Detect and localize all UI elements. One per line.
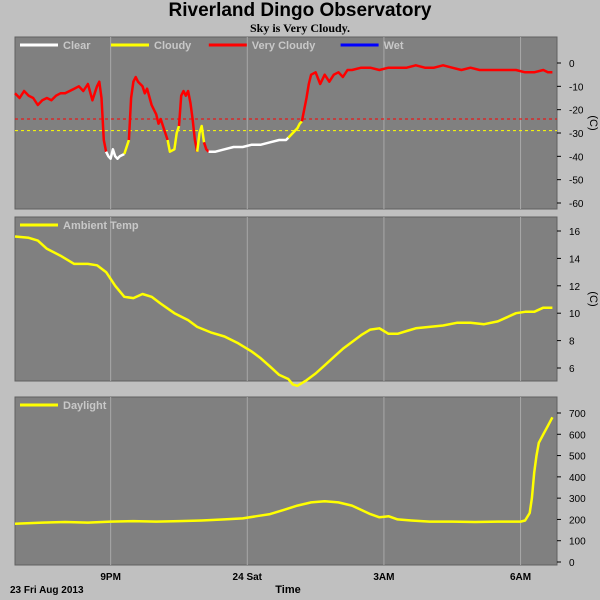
- series-line-very-cloudy: [202, 141, 210, 153]
- y-tick-label: 14: [569, 254, 581, 265]
- series-line-cloudy: [195, 124, 206, 152]
- y-tick-label: 300: [569, 494, 586, 505]
- series-line-ambient-temp: [14, 235, 553, 388]
- y-tick-label: 10: [569, 309, 581, 320]
- legend-label: Ambient Temp: [63, 220, 139, 232]
- x-tick-label: 3AM: [373, 572, 394, 583]
- x-start-label: 23 Fri Aug 2013: [10, 585, 84, 596]
- x-tick-label: 9PM: [100, 572, 121, 583]
- y-tick-label: -30: [569, 129, 584, 140]
- y-tick-label: -50: [569, 176, 584, 187]
- y-tick-label: 400: [569, 473, 586, 484]
- y-axis-label: (C): [587, 115, 599, 130]
- y-tick-label: 200: [569, 515, 586, 526]
- plot-area: [14, 396, 558, 566]
- y-tick-label: 600: [569, 430, 586, 441]
- x-axis-title: Time: [275, 584, 300, 596]
- plot-area: [14, 36, 558, 210]
- legend-label: Clear: [63, 40, 91, 52]
- legend-label: Very Cloudy: [252, 40, 316, 52]
- y-axis-label: (C): [587, 291, 599, 306]
- sky-status-subtitle: Sky is Very Cloudy.: [249, 21, 351, 35]
- y-tick-label: -10: [569, 82, 584, 93]
- series-line-daylight: [14, 416, 554, 525]
- ambient-temp-panel: 16 14 12 10 8 6 (C) Ambient Temp: [14, 216, 599, 388]
- y-tick-label: 700: [569, 409, 586, 420]
- y-tick-label: 8: [569, 337, 575, 348]
- sky-temp-panel: 0 -10 -20 -30 -40 -50 -60 (C) Clear Cloudy Very Cl…: [14, 36, 599, 210]
- legend-label: Daylight: [63, 400, 107, 412]
- series-line-cloudy: [166, 125, 181, 153]
- y-tick-label: -20: [569, 106, 584, 117]
- series-line-very-cloudy: [300, 64, 553, 122]
- legend-label: Wet: [384, 40, 404, 52]
- daylight-panel: 700 600 500 400 300 200 100 0 Daylight: [14, 396, 586, 569]
- plot-area: [14, 216, 558, 382]
- y-tick-label: 16: [569, 227, 581, 238]
- series-line-very-cloudy: [127, 75, 169, 141]
- x-tick-label: 6AM: [510, 572, 531, 583]
- y-tick-label: 6: [569, 364, 575, 375]
- series-line-very-cloudy: [177, 89, 199, 152]
- x-tick-label: 24 Sat: [233, 572, 263, 583]
- y-tick-label: -60: [569, 199, 584, 210]
- series-line-very-cloudy: [14, 80, 108, 152]
- y-tick-label: 500: [569, 452, 586, 463]
- series-line-clear: [104, 148, 125, 160]
- legend-label: Cloudy: [154, 40, 192, 52]
- y-tick-label: 0: [569, 558, 575, 569]
- series-line-cloudy: [123, 139, 131, 155]
- series-line-clear: [208, 136, 290, 153]
- series-line-cloudy: [287, 120, 303, 139]
- y-tick-label: 12: [569, 282, 581, 293]
- page-title: Riverland Dingo Observatory: [168, 0, 432, 21]
- y-tick-label: -40: [569, 152, 584, 163]
- y-tick-label: 100: [569, 537, 586, 548]
- y-tick-label: 0: [569, 59, 575, 70]
